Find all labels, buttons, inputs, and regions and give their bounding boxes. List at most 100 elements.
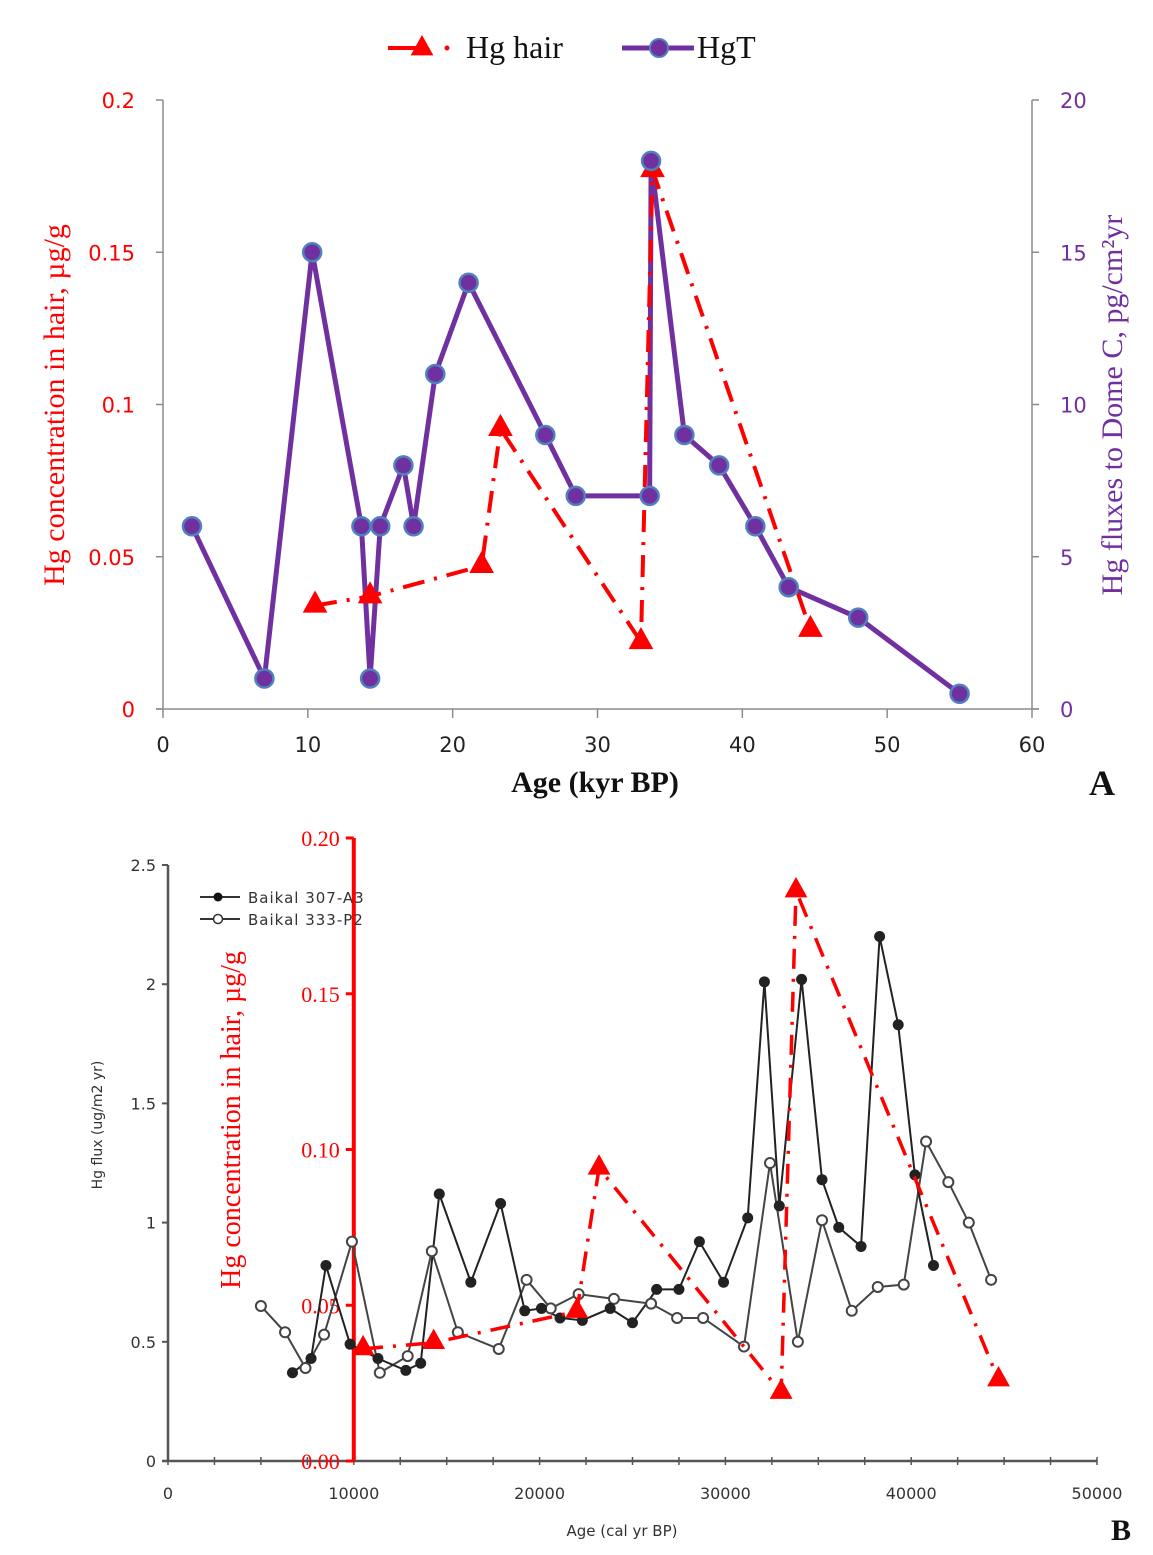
baikal-333-marker xyxy=(492,1342,505,1355)
hg-hair-marker xyxy=(488,413,513,436)
baikal-333-marker xyxy=(254,1300,267,1313)
baikal-333-marker xyxy=(697,1311,710,1324)
baikal-333-marker xyxy=(737,1340,750,1353)
hgt-marker xyxy=(359,668,381,689)
panel-label-a: A xyxy=(1089,763,1115,800)
hg-hair-marker xyxy=(784,876,808,898)
y-left-tick-label: 2.5 xyxy=(131,856,156,875)
hgt-marker xyxy=(254,668,275,689)
y-right-tick-label: 5 xyxy=(1060,546,1073,570)
baikal-333-marker xyxy=(671,1311,684,1324)
legend-hair-label: Hg hair xyxy=(466,29,563,65)
y-left-tick-label: 0.2 xyxy=(102,89,135,113)
y-left-tick-label: 2 xyxy=(146,975,156,994)
panel-label-b: B xyxy=(1111,1514,1131,1547)
baikal-307-marker xyxy=(909,1169,921,1181)
hgt-marker xyxy=(708,455,730,476)
hg-hair-marker xyxy=(628,627,654,650)
baikal-307-marker xyxy=(305,1352,317,1364)
hg-hair-marker xyxy=(987,1366,1010,1387)
y-left-axis-title: Hg concentration in hair, µg/g xyxy=(38,224,71,586)
y-left-tick-label: 0.1 xyxy=(102,394,135,418)
baikal-307-marker xyxy=(433,1188,445,1200)
y-left-axis-title: Hg flux (ug/m2 yr) xyxy=(90,1061,106,1190)
baikal-307-marker xyxy=(627,1317,638,1329)
baikal-333-marker xyxy=(299,1362,312,1375)
baikal-307-marker xyxy=(673,1283,685,1295)
y-right-tick-label: 15 xyxy=(1060,241,1087,265)
baikal-307-marker xyxy=(519,1305,531,1317)
baikal-333-marker xyxy=(962,1216,975,1229)
baikal-333-marker xyxy=(607,1292,620,1305)
legend-333-open-circle-icon xyxy=(212,913,224,925)
hg-hair-marker xyxy=(469,550,494,573)
hgt-marker xyxy=(565,485,587,507)
baikal-307-marker xyxy=(796,973,808,985)
hg-hair-marker xyxy=(422,1328,446,1350)
y-left-tick-label: 0 xyxy=(122,698,135,722)
baikal-307-marker xyxy=(874,931,886,943)
x-axis-title: Age (cal yr BP) xyxy=(566,1522,677,1540)
overlay-tick-label: 0.10 xyxy=(301,1138,340,1163)
baikal-307-marker xyxy=(892,1019,904,1031)
y-left-tick-label: 0.15 xyxy=(88,241,135,265)
hgt-marker xyxy=(458,272,479,293)
legend: Hg hair HgT xyxy=(388,29,756,65)
y-right-tick-label: 0 xyxy=(1060,698,1073,722)
baikal-333-marker xyxy=(942,1176,955,1189)
baikal-307-marker xyxy=(320,1260,332,1272)
x-tick-label: 0 xyxy=(163,1484,173,1503)
legend-333-label: Baikal 333-P2 xyxy=(248,911,364,929)
x-tick-label: 60 xyxy=(1019,733,1046,757)
baikal-307-marker xyxy=(816,1174,828,1186)
baikal-307-marker xyxy=(651,1283,663,1295)
baikal-307-marker xyxy=(286,1367,298,1379)
baikal-307-marker xyxy=(495,1198,507,1210)
hg-hair-marker xyxy=(302,590,328,613)
hgt-marker xyxy=(847,607,869,628)
x-tick-label: 30 xyxy=(584,733,611,757)
hgt-marker xyxy=(403,516,424,537)
overlay-tick-label: 0.15 xyxy=(301,982,340,1007)
baikal-307-marker xyxy=(344,1338,356,1350)
baikal-307-marker xyxy=(718,1276,730,1288)
hgt-marker xyxy=(639,485,660,507)
hgt-marker xyxy=(745,516,766,537)
y-right-tick-label: 20 xyxy=(1060,89,1087,113)
hg-hair-marker xyxy=(565,1297,589,1318)
legend-hgt-label: HgT xyxy=(697,29,756,65)
baikal-307-marker xyxy=(855,1240,867,1252)
hgt-marker xyxy=(425,363,446,385)
hgt-marker xyxy=(301,242,323,263)
baikal-333-marker xyxy=(544,1302,557,1315)
baikal-307-marker xyxy=(604,1302,616,1314)
x-tick-label: 20000 xyxy=(514,1484,565,1503)
y-left-tick-label: 0.5 xyxy=(131,1333,156,1352)
baikal-333-marker xyxy=(920,1135,933,1148)
hg-hair-marker xyxy=(798,614,823,637)
legend-hair-dot xyxy=(444,45,450,51)
hg-hair-marker xyxy=(351,1334,375,1356)
baikal-333-marker xyxy=(279,1326,292,1339)
overlay-axis-title: Hg concentration in hair, µg/g xyxy=(216,951,247,1289)
baikal-307-marker xyxy=(535,1302,547,1314)
x-axis-title: Age (kyr BP) xyxy=(511,766,679,799)
legend-307-label: Baikal 307-A3 xyxy=(248,889,365,907)
chart-a: 0 10 20 30 40 50 60 0 0.05 0.1 0.15 0.2 0 5 10 15 20 Age … xyxy=(38,29,1129,800)
baikal-307-marker xyxy=(742,1212,754,1224)
baikal-307-marker xyxy=(773,1200,785,1212)
hgt-marker xyxy=(640,150,662,172)
hgt-marker xyxy=(778,576,799,598)
baikal-333-marker xyxy=(318,1328,331,1341)
x-tick-label: 20 xyxy=(439,733,466,757)
baikal-333-marker xyxy=(520,1273,533,1286)
baikal-333-marker xyxy=(345,1235,358,1248)
baikal-333-marker xyxy=(845,1304,858,1317)
x-tick-label: 10 xyxy=(294,733,321,757)
y-right-tick-label: 10 xyxy=(1060,394,1087,418)
legend-hgt-circle-icon xyxy=(649,38,669,58)
y-right-axis-title: Hg fluxes to Dome C, pg/cm²yr xyxy=(1096,215,1129,596)
baikal-333-marker xyxy=(816,1214,829,1227)
hgt-marker xyxy=(370,516,391,537)
